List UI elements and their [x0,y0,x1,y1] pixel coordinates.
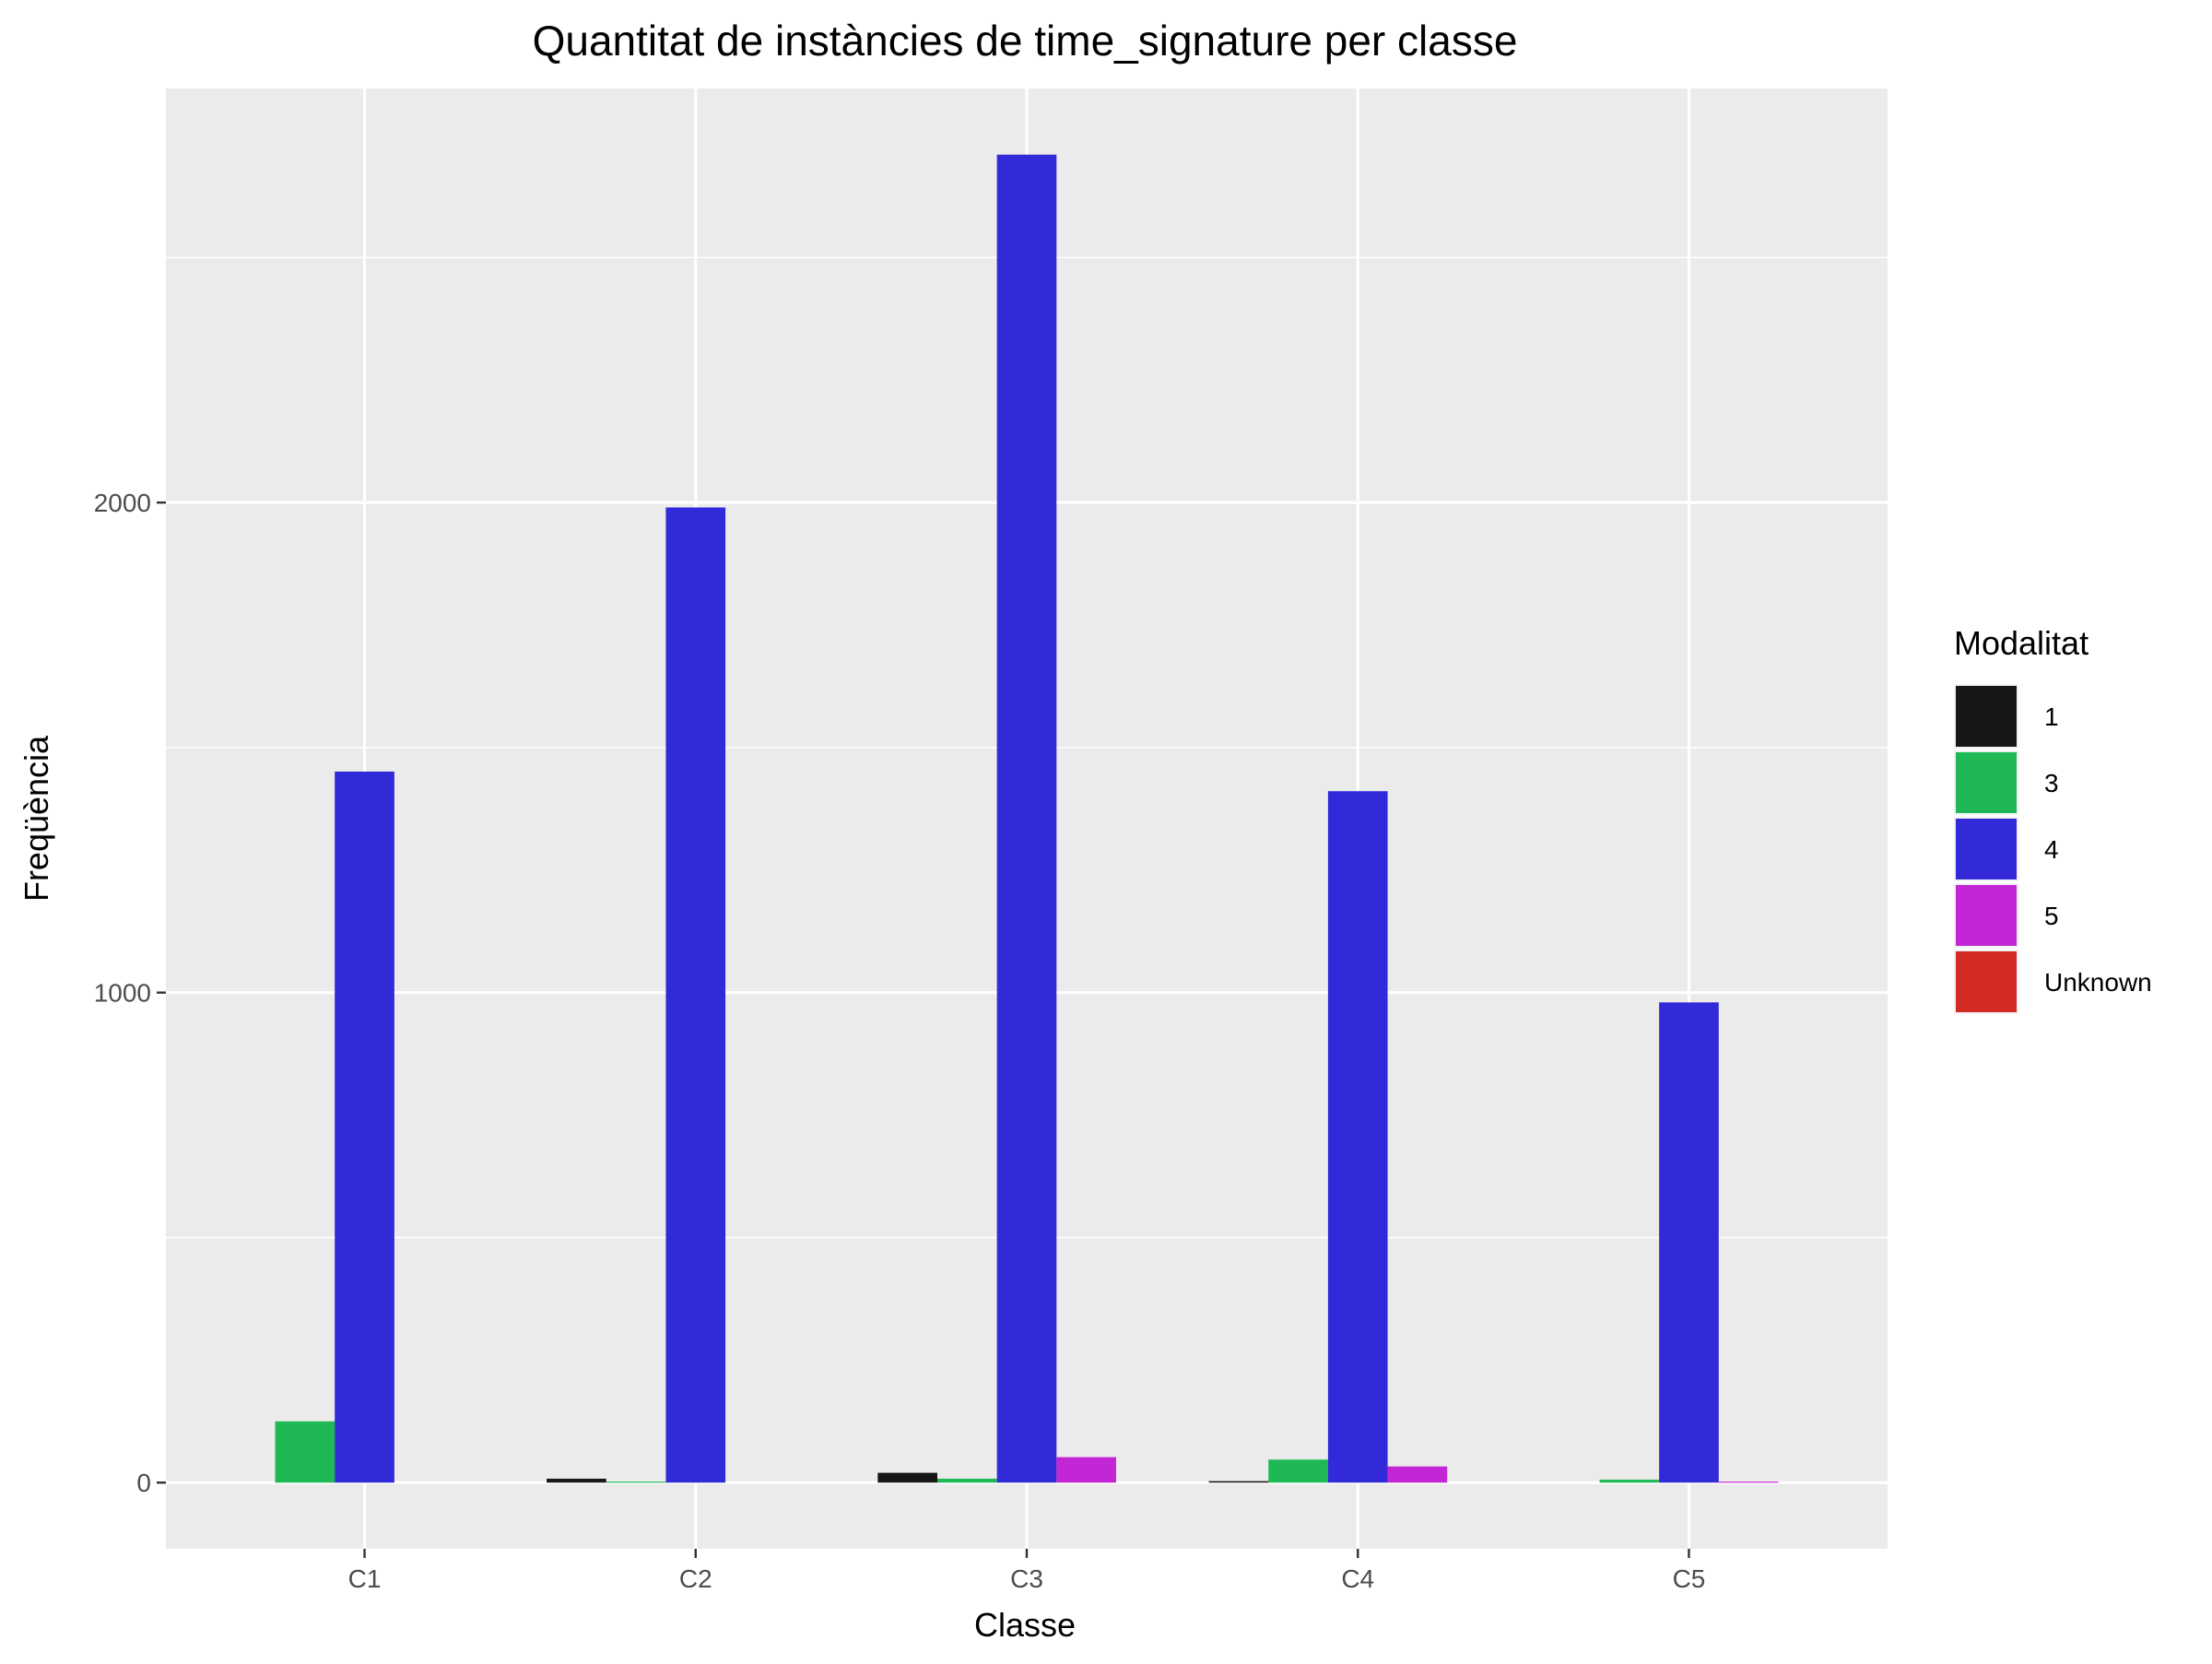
bar-C4-series-1 [1208,1481,1269,1483]
legend-key-1 [1956,686,2017,747]
bar-C5-series-5 [1718,1481,1779,1483]
x-tick-label: C1 [348,1564,382,1593]
y-tick-label: 1000 [94,979,151,1008]
plot-panel [166,89,1888,1549]
bar-C4-series-5 [1387,1466,1448,1483]
x-axis: C1 C2 C3 C4 C5 [348,1549,1706,1593]
x-tick-label: C3 [1010,1564,1043,1593]
bar-C1-series-4 [335,771,394,1483]
legend: Modalitat 1 3 4 5 Unknown [1954,624,2152,1014]
bar-C3-series-3 [937,1478,997,1483]
y-axis-title: Freqüència [18,735,55,902]
y-axis: 0 1000 2000 [94,489,166,1497]
bar-C3-series-4 [996,154,1057,1483]
legend-label-4: 4 [2044,835,2059,864]
bar-C3-series-1 [877,1472,938,1483]
legend-label-Unknown: Unknown [2044,968,2152,997]
bar-C2-series-3 [606,1481,666,1483]
legend-key-3 [1956,752,2017,813]
y-tick-label: 2000 [94,489,151,517]
bar-C1-series-3 [275,1421,335,1483]
bar-C4-series-3 [1268,1459,1328,1483]
x-tick-label: C4 [1341,1564,1374,1593]
legend-label-5: 5 [2044,902,2059,930]
bar-C4-series-4 [1327,791,1388,1483]
bar-C5-series-3 [1599,1480,1660,1483]
legend-key-4 [1956,819,2017,879]
y-tick-label: 0 [136,1469,151,1497]
bar-C5-series-4 [1659,1002,1719,1483]
bar-C3-series-5 [1056,1457,1116,1483]
x-tick-label: C2 [679,1564,712,1593]
legend-title: Modalitat [1954,624,2088,662]
legend-key-Unknown [1956,951,2017,1012]
bar-C2-series-1 [547,1478,606,1483]
legend-label-3: 3 [2044,769,2059,797]
x-tick-label: C5 [1673,1564,1706,1593]
legend-key-5 [1956,885,2017,946]
legend-label-1: 1 [2044,702,2059,731]
chart-title: Quantitat de instàncies de time_signatur… [533,17,1518,65]
x-axis-title: Classe [974,1606,1076,1644]
bar-C2-series-4 [665,507,726,1483]
